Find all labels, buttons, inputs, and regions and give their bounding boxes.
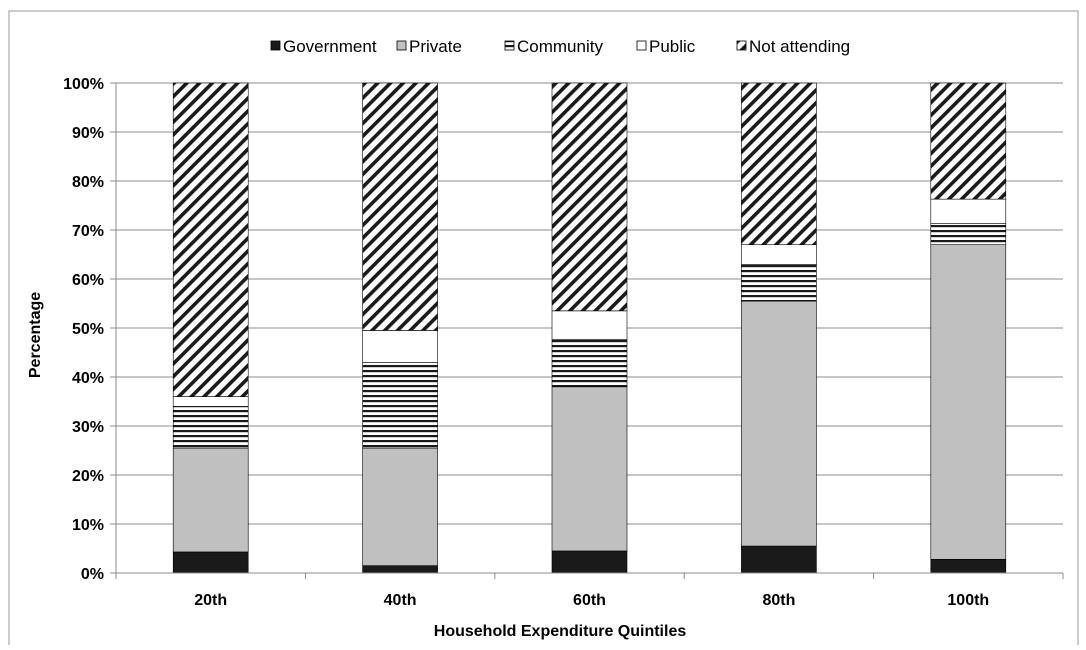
x-tick-label: 40th: [384, 592, 417, 609]
bar-segment-not-attending: [551, 82, 628, 312]
bar-segment-community: [551, 338, 628, 388]
y-tick-label: 70%: [72, 223, 104, 240]
legend-label: Government: [283, 37, 377, 56]
bar-segment-not-attending: [172, 82, 249, 397]
bar-segment-government: [551, 550, 628, 574]
bar-segment-government: [362, 565, 438, 574]
legend-label: Private: [409, 37, 462, 56]
bar-segment-private: [172, 447, 249, 553]
bar-segment-public: [741, 244, 817, 265]
y-tick-label: 0%: [81, 566, 104, 583]
bar-segment-not-attending: [741, 82, 817, 245]
y-tick-label: 80%: [72, 174, 104, 191]
bar-segment-private: [930, 244, 1007, 560]
bar-segment-government: [172, 551, 249, 574]
x-axis-title: Household Expenditure Quintiles: [434, 623, 687, 640]
bar-segment-community: [362, 361, 438, 449]
legend-label: Not attending: [749, 37, 850, 56]
bar-segment-public: [172, 396, 249, 407]
x-tick-label: 80th: [762, 592, 795, 609]
bar-segment-community: [741, 263, 817, 302]
y-tick-label: 90%: [72, 125, 104, 142]
bar-segment-community: [930, 223, 1007, 246]
bar-segment-not-attending: [930, 82, 1007, 200]
legend-label: Community: [517, 37, 603, 56]
legend-swatch-not-attending: [736, 40, 747, 51]
y-tick-label: 60%: [72, 272, 104, 289]
bar-segment-public: [551, 310, 628, 340]
y-tick-label: 100%: [63, 76, 104, 93]
y-tick-label: 20%: [72, 468, 104, 485]
bar-segment-government: [930, 558, 1007, 574]
y-tick-label: 40%: [72, 370, 104, 387]
legend: Government Private Community Public Not atte…: [270, 37, 850, 56]
y-tick-label: 30%: [72, 419, 104, 436]
bar-segment-private: [741, 300, 817, 547]
legend-swatch-public: [636, 40, 647, 51]
legend-label: Public: [649, 37, 696, 56]
bar-segment-community: [172, 406, 249, 449]
bars: [172, 82, 1007, 574]
y-tick-label: 50%: [72, 321, 104, 338]
x-tick-label: 60th: [573, 592, 606, 609]
bar-segment-public: [930, 198, 1007, 224]
axes: 0% 10% 20% 30% 40% 50% 60% 70% 80% 90% 100% 20th 40t…: [63, 76, 1064, 609]
bar-segment-private: [551, 386, 628, 552]
legend-swatch-community: [504, 40, 515, 51]
legend-swatch-private: [396, 40, 407, 51]
x-tick-label: 100th: [947, 592, 989, 609]
bar-segment-not-attending: [362, 82, 438, 331]
x-tick-label: 20th: [194, 592, 227, 609]
legend-swatch-government: [270, 40, 281, 51]
y-axis-title: Percentage: [27, 292, 44, 378]
bar-segment-government: [741, 545, 817, 574]
y-tick-label: 10%: [72, 517, 104, 534]
bar-segment-private: [362, 447, 438, 566]
bar-segment-public: [362, 330, 438, 363]
